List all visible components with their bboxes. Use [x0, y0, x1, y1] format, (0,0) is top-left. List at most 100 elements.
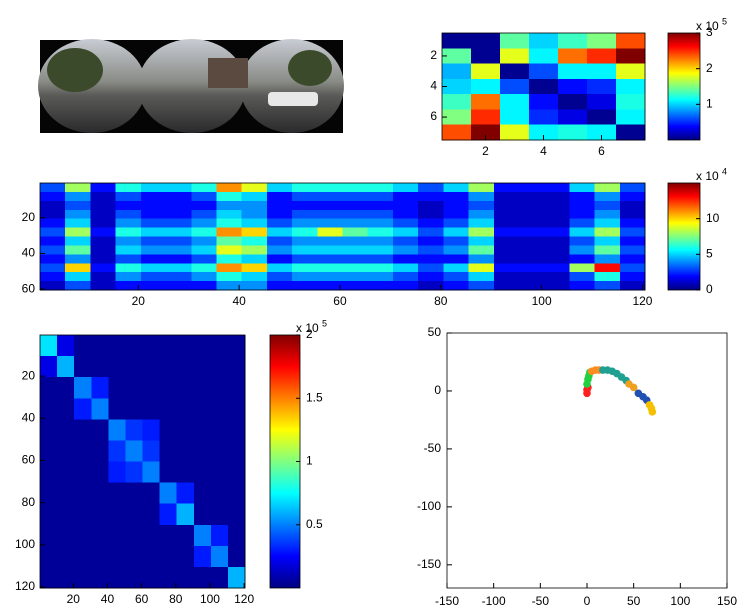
- heatmap-cell: [519, 219, 545, 228]
- heatmap-cell: [91, 398, 108, 419]
- heatmap-cell: [40, 462, 57, 483]
- colorbar-exponent: 4: [722, 166, 727, 176]
- heatmap-cell: [317, 237, 343, 246]
- heatmap-cell: [418, 201, 444, 210]
- heatmap-cell: [558, 125, 587, 141]
- page: {"chart_data": [ {"type": "heatmap", "xb…: [0, 0, 753, 611]
- heatmap-cell: [160, 356, 177, 377]
- heatmap-cell: [519, 183, 545, 192]
- heatmap-cell: [368, 281, 394, 290]
- heatmap-cell: [116, 245, 142, 254]
- heatmap-cell: [74, 546, 91, 567]
- heatmap-cell: [242, 245, 268, 254]
- heatmap-cell: [494, 201, 520, 210]
- x-tick-label: 80: [169, 592, 183, 606]
- heatmap-cell: [191, 263, 217, 272]
- heatmap-cell: [211, 377, 228, 398]
- heatmap-cell: [116, 263, 142, 272]
- heatmap-cell: [616, 48, 645, 64]
- heatmap-cell: [471, 79, 500, 95]
- panorama-car: [268, 92, 318, 106]
- heatmap-cell: [65, 228, 91, 237]
- heatmap-cell: [40, 254, 66, 263]
- heatmap-cell: [620, 245, 646, 254]
- heatmap-cell: [519, 245, 545, 254]
- heatmap-cell: [544, 192, 570, 201]
- heatmap-cell: [494, 192, 520, 201]
- heatmap-cell: [620, 263, 646, 272]
- heatmap-cell: [569, 183, 595, 192]
- y-tick-label: 60: [22, 453, 36, 467]
- heatmap-cell: [143, 440, 160, 461]
- heatmap-cell: [519, 210, 545, 219]
- heatmap-cell: [211, 546, 228, 567]
- heatmap-cell: [569, 245, 595, 254]
- heatmap-cell: [292, 272, 318, 281]
- heatmap-cell: [166, 219, 192, 228]
- heatmap-cell: [569, 192, 595, 201]
- heatmap-cell: [242, 272, 268, 281]
- heatmap-cell: [292, 245, 318, 254]
- heatmap-cell: [242, 254, 268, 263]
- heatmap-cell: [569, 201, 595, 210]
- heatmap-cell: [216, 210, 242, 219]
- heatmap-cell: [216, 237, 242, 246]
- heatmap-cell: [40, 356, 57, 377]
- heatmap-cell: [595, 245, 621, 254]
- heatmap-cell: [569, 219, 595, 228]
- heatmap-cell: [91, 419, 108, 440]
- heatmap-cell: [228, 546, 245, 567]
- heatmap-cell: [500, 125, 529, 141]
- heatmap-cell: [91, 377, 108, 398]
- heatmap-cell: [620, 201, 646, 210]
- heatmap-cell: [569, 210, 595, 219]
- heatmap-cell: [65, 219, 91, 228]
- heatmap-cell: [40, 483, 57, 504]
- heatmap-cell: [91, 356, 108, 377]
- heatmap-cell: [141, 254, 167, 263]
- heatmap-cell: [620, 228, 646, 237]
- heatmap-cell: [500, 109, 529, 125]
- heatmap-cell: [160, 377, 177, 398]
- heatmap-cell: [587, 33, 616, 49]
- heatmap-cell: [125, 356, 142, 377]
- heatmap-cell: [216, 192, 242, 201]
- heatmap-cell: [569, 272, 595, 281]
- heatmap-cell: [469, 254, 495, 263]
- colorbar-tick-label: 5: [706, 247, 713, 261]
- heatmap-cell: [620, 272, 646, 281]
- heatmap-cell: [160, 546, 177, 567]
- heatmap-cell: [74, 356, 91, 377]
- heatmap-cell: [494, 237, 520, 246]
- heatmap-cell: [343, 219, 369, 228]
- heatmap-cell: [418, 228, 444, 237]
- panorama-building: [208, 58, 248, 88]
- heatmap-cell: [471, 33, 500, 49]
- heatmap-cell: [90, 281, 116, 290]
- heatmap-cell: [469, 263, 495, 272]
- heatmap-cell: [228, 377, 245, 398]
- heatmap-cell: [125, 525, 142, 546]
- heatmap-cell: [317, 210, 343, 219]
- heatmap-cell: [595, 237, 621, 246]
- heatmap-cell: [469, 183, 495, 192]
- heatmap-cell: [65, 281, 91, 290]
- heatmap-cell: [108, 377, 125, 398]
- heatmap-cell: [166, 272, 192, 281]
- scatter-point: [649, 408, 657, 416]
- heatmap-cell: [443, 237, 469, 246]
- heatmap-cell: [40, 201, 66, 210]
- heatmap-cell: [343, 281, 369, 290]
- heatmap-cell: [166, 245, 192, 254]
- heatmap-cell: [529, 79, 558, 95]
- colorbar-multiplier: x 10: [296, 321, 319, 335]
- heatmap-cell: [74, 525, 91, 546]
- heatmap-cell: [393, 192, 419, 201]
- colorbar-exponent: 5: [722, 16, 727, 26]
- heatmap-cell: [368, 245, 394, 254]
- heatmap-cell: [125, 440, 142, 461]
- heatmap-cell: [160, 462, 177, 483]
- heatmap-cell: [442, 64, 471, 80]
- heatmap-cell: [90, 228, 116, 237]
- colorbar: [668, 183, 700, 290]
